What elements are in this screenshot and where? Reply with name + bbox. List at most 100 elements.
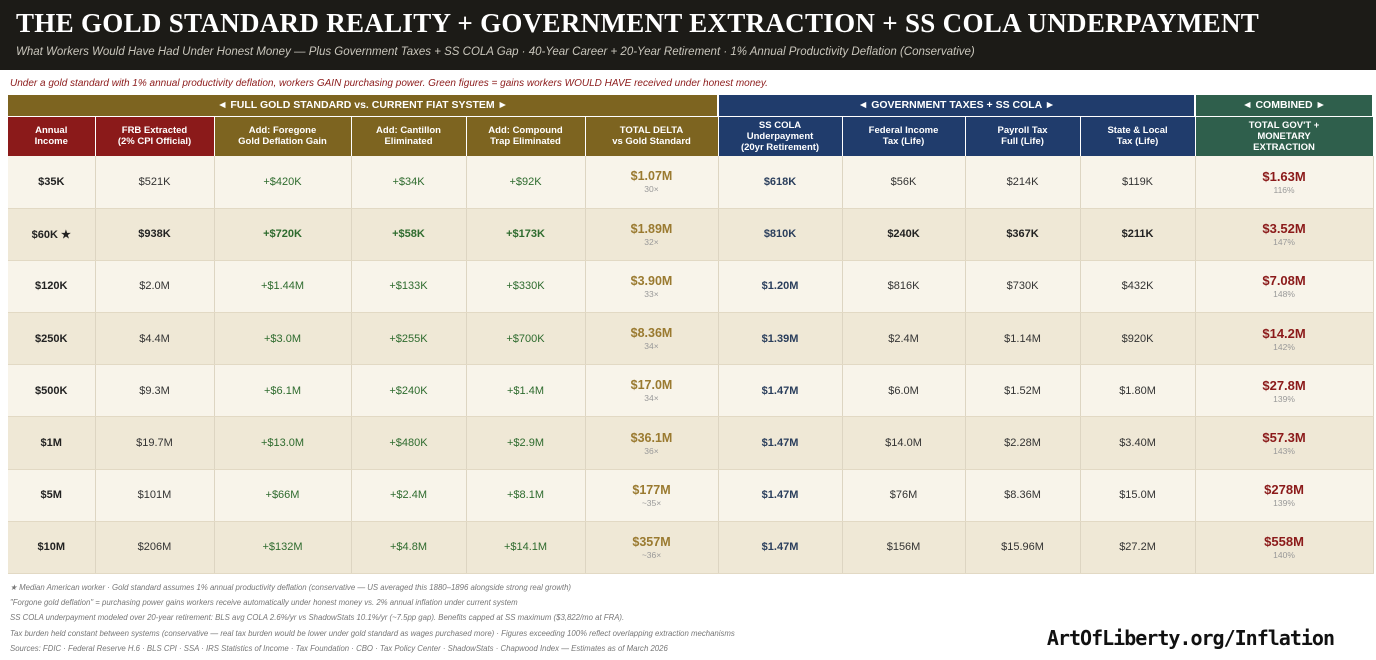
cell-income: $35K — [8, 156, 96, 209]
cell-total: $278M 139% — [1195, 469, 1374, 522]
cell-delta: $1.07M 30× — [585, 156, 719, 209]
cell-ss: $1.39M — [718, 312, 843, 366]
cell-cantillon: +$133K — [351, 260, 467, 314]
table-row: $60K ★ $938K +$720K +$58K +$173K $1.89M 32× $81… — [8, 208, 1374, 261]
footnote: "Forgone gold deflation" = purchasing po… — [10, 598, 518, 608]
footnote: Sources: FDIC · Federal Reserve H.6 · BL… — [10, 643, 668, 653]
cell-fed: $2.4M — [842, 312, 966, 366]
cell-income: $120K — [8, 260, 96, 314]
delta-value: $36.1M — [630, 430, 673, 445]
cell-state: $3.40M — [1080, 416, 1196, 470]
delta_mult: 30× — [644, 184, 659, 195]
column-header: Add: Foregone Gold Deflation Gain — [214, 115, 352, 156]
page-subtitle: What Workers Would Have Had Under Honest… — [16, 46, 975, 58]
cell-frb: $938K — [95, 208, 215, 261]
cell-deflation: +$6.1M — [214, 364, 352, 418]
total_pct: 139% — [1273, 498, 1295, 509]
delta-value: $3.90M — [630, 273, 673, 288]
cell-ss: $1.47M — [718, 416, 843, 470]
cell-frb: $521K — [95, 156, 215, 209]
delta_mult: 36× — [644, 445, 659, 456]
cell-frb: $206M — [95, 521, 215, 575]
cell-total: $57.3M 143% — [1195, 416, 1374, 470]
group-gov-taxes: ◄ GOVERNMENT TAXES + SS COLA ► — [718, 95, 1197, 116]
cell-payroll: $15.96M — [965, 521, 1081, 575]
table-row: $10M $206M +$132M +$4.8M +$14.1M $357M ~36× $1.… — [8, 521, 1374, 575]
total_pct: 116% — [1273, 184, 1295, 195]
delta-value: $1.07M — [630, 169, 673, 184]
cell-income: $10M — [8, 521, 96, 575]
cell-income: $60K ★ — [8, 208, 96, 261]
footnote: ★ Median American worker · Gold standard… — [10, 583, 572, 592]
column-header: TOTAL DELTA vs Gold Standard — [585, 115, 719, 156]
column-header: Payroll Tax Full (Life) — [965, 115, 1081, 156]
cell-payroll: $367K — [965, 208, 1081, 261]
cell-state: $1.80M — [1080, 364, 1196, 418]
cell-deflation: +$1.44M — [214, 260, 352, 314]
total-value: $27.8M — [1262, 377, 1306, 393]
cell-payroll: $2.28M — [965, 416, 1081, 470]
cell-deflation: +$720K — [214, 208, 352, 261]
column-header: TOTAL GOV'T + MONETARY EXTRACTION — [1195, 115, 1374, 156]
cell-ss: $1.20M — [718, 260, 843, 314]
cell-ss: $1.47M — [718, 521, 843, 575]
cell-state: $15.0M — [1080, 469, 1196, 522]
delta-value: $357M — [632, 534, 671, 549]
cell-income: $250K — [8, 312, 96, 366]
total-value: $278M — [1264, 482, 1304, 498]
column-header: Add: Cantillon Eliminated — [351, 115, 467, 156]
extraction-table: ◄ FULL GOLD STANDARD vs. CURRENT FIAT SY… — [8, 95, 1375, 575]
cell-total: $27.8M 139% — [1195, 364, 1374, 418]
total-value: $1.63M — [1262, 168, 1306, 184]
cell-compound: +$173K — [466, 208, 586, 261]
total-value: $558M — [1264, 534, 1304, 550]
column-header: Add: Compound Trap Eliminated — [466, 115, 586, 156]
cell-state: $119K — [1080, 156, 1196, 209]
column-header: Annual Income — [8, 115, 96, 156]
table-row: $1M $19.7M +$13.0M +$480K +$2.9M $36.1M 36× $1.… — [8, 416, 1374, 470]
cell-total: $1.63M 116% — [1195, 156, 1374, 209]
cell-income: $1M — [8, 416, 96, 470]
total_pct: 142% — [1273, 341, 1295, 352]
cell-delta: $36.1M 36× — [585, 416, 719, 470]
delta-value: $8.36M — [630, 326, 673, 341]
cell-fed: $14.0M — [842, 416, 966, 470]
footnote: SS COLA underpayment modeled over 20-yea… — [10, 613, 625, 623]
cell-deflation: +$66M — [214, 469, 352, 522]
cell-payroll: $1.52M — [965, 364, 1081, 418]
total_pct: 140% — [1273, 550, 1295, 561]
cell-frb: $2.0M — [95, 260, 215, 314]
cell-fed: $156M — [842, 521, 966, 575]
footnotes: ★ Median American worker · Gold standard… — [10, 580, 735, 656]
column-header: FRB Extracted (2% CPI Official) — [95, 115, 215, 156]
delta-value: $177M — [632, 482, 671, 497]
cell-frb: $9.3M — [95, 364, 215, 418]
cell-delta: $1.89M 32× — [585, 208, 719, 261]
total_pct: 143% — [1273, 446, 1295, 457]
cell-compound: +$1.4M — [466, 364, 586, 418]
cell-total: $14.2M 142% — [1195, 312, 1374, 366]
column-header: Federal Income Tax (Life) — [842, 115, 966, 156]
intro-note: Under a gold standard with 1% annual pro… — [10, 78, 768, 89]
cell-compound: +$2.9M — [466, 416, 586, 470]
cell-deflation: +$132M — [214, 521, 352, 575]
cell-delta: $357M ~36× — [585, 521, 719, 575]
total_pct: 147% — [1273, 237, 1295, 248]
cell-cantillon: +$2.4M — [351, 469, 467, 522]
column-header: SS COLA Underpayment (20yr Retirement) — [718, 115, 843, 156]
cell-frb: $4.4M — [95, 312, 215, 366]
table-row: $120K $2.0M +$1.44M +$133K +$330K $3.90M 33× $1… — [8, 260, 1374, 314]
brand-url[interactable]: ArtOfLiberty.org/Inflation — [1046, 626, 1335, 650]
cell-payroll: $1.14M — [965, 312, 1081, 366]
cell-frb: $19.7M — [95, 416, 215, 470]
total-value: $7.08M — [1262, 273, 1306, 289]
cell-state: $211K — [1080, 208, 1196, 261]
column-header: State & Local Tax (Life) — [1080, 115, 1196, 156]
cell-fed: $240K — [842, 208, 966, 261]
cell-fed: $6.0M — [842, 364, 966, 418]
cell-delta: $17.0M 34× — [585, 364, 719, 418]
cell-compound: +$700K — [466, 312, 586, 366]
table-row: $35K $521K +$420K +$34K +$92K $1.07M 30× $618K $… — [8, 156, 1374, 209]
cell-state: $432K — [1080, 260, 1196, 314]
cell-compound: +$14.1M — [466, 521, 586, 575]
